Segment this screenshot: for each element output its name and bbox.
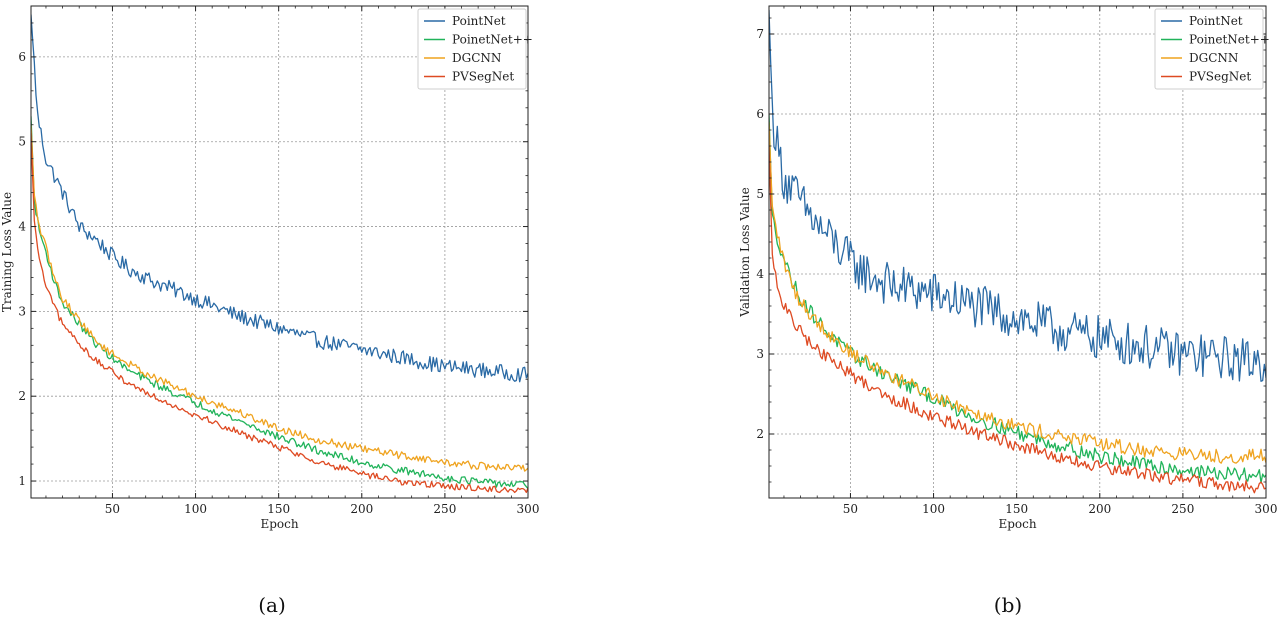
panel-label: (b) [994,593,1022,617]
series-line-poinetnet- [769,113,1266,484]
series-line-dgcnn [769,121,1266,464]
x-axis-title: Epoch [260,517,298,531]
series-line-pvsegnet [769,145,1266,494]
x-tick-label: 250 [1171,502,1194,516]
chart-panel-a: 50 100 150 200 250 300 1 2 3 4 5 6 Epoch Training Los… [0,5,540,531]
panel-label: (a) [258,593,286,617]
legend-label: PoinetNet++ [452,33,533,47]
legend-label: PVSegNet [1189,70,1251,84]
x-tick-label: 200 [1088,502,1111,516]
legend-label: DGCNN [452,51,501,65]
y-axis-title: Validation Loss Value [738,187,752,317]
y-tick-label: 3 [756,347,764,361]
chart-panel-b: 50 100 150 200 250 300 2 3 4 5 6 7 Epoch Validation L… [738,5,1278,531]
y-tick-label: 3 [18,304,26,318]
y-tick-label: 5 [18,135,26,149]
legend-box [1154,8,1264,90]
axes-frame [768,5,1267,499]
y-tick-label: 6 [756,107,764,121]
legend-box [417,8,527,90]
y-axis-title: Training Loss Value [0,192,14,312]
plot-area [769,9,1266,494]
y-tick-label: 4 [18,220,26,234]
series-line-poinetnet- [31,116,528,489]
axes-frame [30,5,529,499]
x-tick-label: 200 [350,502,373,516]
x-tick-label: 50 [843,502,858,516]
y-tick-label: 2 [18,389,26,403]
plot-area [31,14,528,494]
legend: PointNet PoinetNet++ DGCNN PVSegNet [1154,8,1270,90]
series-line-pvsegnet [31,133,528,494]
y-tick-label: 1 [18,474,26,488]
legend-label: PVSegNet [452,70,514,84]
series-line-pointnet [769,9,1266,382]
x-tick-label: 250 [433,502,456,516]
series-line-dgcnn [31,124,528,472]
legend-label: PointNet [452,14,506,28]
x-tick-label: 100 [184,502,207,516]
x-tick-label: 300 [1255,502,1278,516]
legend: PointNet PoinetNet++ DGCNN PVSegNet [417,8,533,90]
legend-label: DGCNN [1189,51,1238,65]
legend-label: PointNet [1189,14,1243,28]
y-tick-label: 6 [18,50,26,64]
y-tick-label: 2 [756,427,764,441]
x-tick-label: 300 [517,502,540,516]
x-axis-title: Epoch [998,517,1036,531]
x-tick-label: 100 [922,502,945,516]
x-tick-label: 150 [267,502,290,516]
x-tick-label: 50 [105,502,120,516]
y-tick-label: 5 [756,187,764,201]
series-line-pointnet [31,14,528,383]
y-tick-label: 4 [756,267,764,281]
legend-label: PoinetNet++ [1189,33,1270,47]
y-tick-label: 7 [756,27,764,41]
x-tick-label: 150 [1005,502,1028,516]
